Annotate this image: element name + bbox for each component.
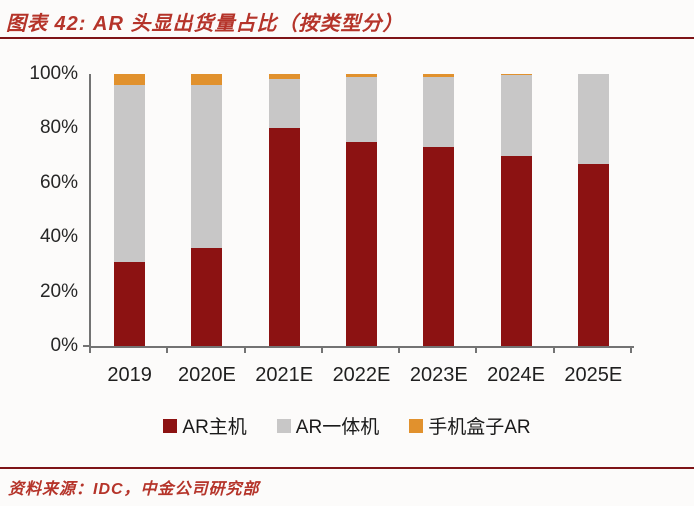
bar-segment-ar-host: [346, 142, 377, 346]
y-axis-label: 100%: [29, 63, 78, 84]
x-axis-label: 2025E: [564, 364, 623, 386]
x-axis-tick: [630, 348, 632, 353]
x-axis-label: 2022E: [332, 364, 391, 386]
bar-segment-phone-box-ar: [268, 74, 300, 80]
bar-column: [114, 74, 146, 346]
y-axis-line: [89, 74, 91, 348]
footer-rule: [0, 467, 694, 469]
x-axis-tick: [243, 348, 246, 353]
x-axis-tick: [398, 348, 401, 353]
bar-segment-ar-all-in-one: [423, 76, 455, 148]
bar-segment-ar-host: [268, 128, 300, 346]
bar-segment-ar-all-in-one: [500, 75, 532, 156]
x-axis-label: 2023E: [409, 364, 468, 386]
x-axis-label: 2020E: [178, 364, 236, 386]
bar-segment-phone-box-ar: [500, 74, 532, 76]
x-axis-label: 2021E: [255, 364, 314, 386]
y-axis-label: 20%: [39, 280, 78, 302]
bar-segment-ar-all-in-one: [346, 76, 377, 142]
bar-column: [346, 74, 377, 346]
y-axis-zero-tick: [83, 345, 89, 347]
legend-swatch-phone-box-ar: [409, 418, 424, 433]
bar-segment-phone-box-ar: [346, 74, 377, 77]
legend-label: AR主机: [182, 417, 247, 438]
legend-swatch-ar-all-in-one: [276, 418, 291, 433]
legend-item-ar-all-in-one: AR一体机: [276, 412, 380, 439]
bar-segment-ar-all-in-one: [191, 84, 223, 249]
y-axis-label: 60%: [39, 171, 78, 193]
bar-segment-ar-host: [114, 261, 146, 346]
x-axis-tick: [320, 348, 323, 353]
bar-column: [500, 74, 532, 346]
bar-segment-phone-box-ar: [191, 74, 223, 85]
bar-segment-ar-host: [191, 248, 223, 346]
x-axis-label: 2019: [107, 364, 152, 386]
legend: AR主机 AR一体机 手机盒子AR: [0, 412, 694, 439]
bar-column: [191, 74, 223, 346]
bar-segment-ar-all-in-one: [114, 84, 146, 262]
y-axis-label: 80%: [39, 117, 78, 139]
legend-swatch-ar-host: [163, 418, 178, 433]
y-axis-label: 0%: [50, 335, 78, 356]
bar-segment-ar-host: [423, 147, 455, 346]
title-rule: [0, 37, 694, 39]
chart-title: 图表 42: AR 头显出货量占比（按类型分）: [6, 13, 404, 35]
bar-segment-phone-box-ar: [423, 74, 455, 77]
bar-column: [423, 74, 455, 346]
bar-segment-ar-host: [500, 155, 532, 346]
bar-segment-ar-all-in-one: [577, 74, 609, 164]
legend-item-phone-box-ar: 手机盒子AR: [409, 412, 531, 439]
x-axis-tick: [89, 348, 91, 353]
bar-column: [268, 74, 300, 346]
x-axis-line: [89, 346, 634, 348]
y-axis-label: 40%: [39, 226, 78, 248]
legend-label: AR一体机: [295, 417, 380, 438]
bar-column: [577, 74, 609, 346]
bar-segment-phone-box-ar: [114, 74, 146, 85]
x-axis-tick: [166, 348, 169, 353]
source-text: 资料来源：IDC，中金公司研究部: [8, 481, 260, 498]
x-axis-tick: [552, 348, 555, 353]
x-axis-label: 2024E: [487, 364, 545, 386]
legend-item-ar-host: AR主机: [163, 412, 247, 439]
bar-segment-ar-host: [577, 163, 609, 346]
legend-label: 手机盒子AR: [428, 417, 531, 438]
bar-segment-ar-all-in-one: [268, 79, 300, 129]
x-axis-tick: [475, 348, 478, 353]
